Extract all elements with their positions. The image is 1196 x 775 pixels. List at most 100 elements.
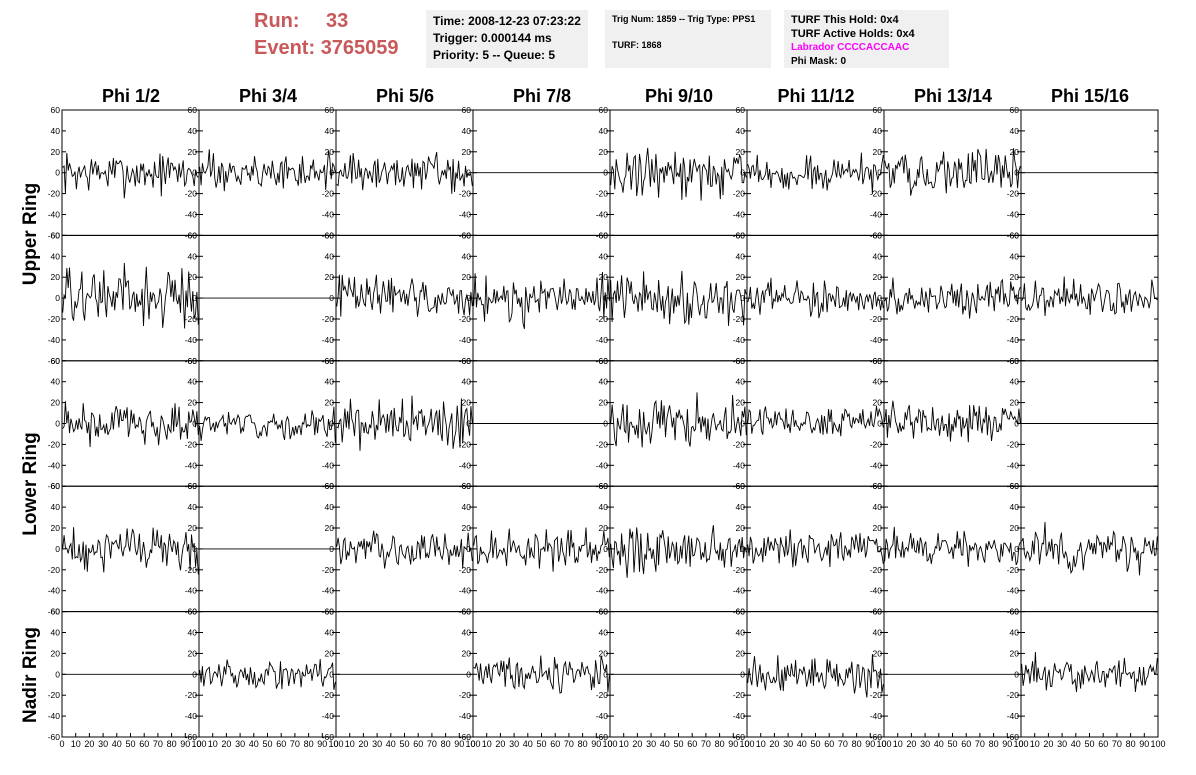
time-text: Time: 2008-12-23 07:23:22	[433, 14, 581, 28]
y-tick-label: 20	[736, 272, 746, 282]
y-tick-label: -40	[733, 460, 746, 470]
y-tick-label: -20	[596, 565, 609, 575]
y-tick-label: -20	[870, 439, 883, 449]
y-tick-label: 20	[188, 147, 198, 157]
y-tick-label: 20	[736, 523, 746, 533]
y-tick-label: -40	[870, 210, 883, 220]
y-tick-label: 0	[740, 168, 745, 178]
y-tick-label: 0	[192, 544, 197, 554]
waveform-trace	[884, 277, 1021, 319]
phi-mask-text: Phi Mask: 0	[791, 56, 847, 67]
y-tick-label: -60	[596, 732, 609, 742]
y-tick-label: 0	[466, 293, 471, 303]
y-tick-label: 40	[736, 377, 746, 387]
y-tick-label: 40	[873, 628, 883, 638]
y-tick-label: -20	[1007, 439, 1020, 449]
y-tick-label: -60	[459, 732, 472, 742]
y-tick-label: 0	[55, 293, 60, 303]
y-tick-label: -20	[48, 439, 61, 449]
y-tick-label: 60	[462, 230, 472, 240]
x-tick-label: 50	[262, 739, 272, 749]
y-tick-label: 20	[736, 648, 746, 658]
y-tick-label: 0	[740, 669, 745, 679]
y-tick-label: -20	[48, 565, 61, 575]
y-tick-label: -20	[322, 439, 335, 449]
y-tick-label: 20	[1010, 272, 1020, 282]
y-tick-label: 40	[51, 377, 61, 387]
y-tick-label: 20	[599, 398, 609, 408]
waveform-trace	[747, 152, 884, 195]
trig-num-box: Trig Num: 1859 -- Trig Type: PPS1 TURF: …	[605, 10, 771, 68]
x-tick-label: 30	[509, 739, 519, 749]
y-tick-label: -20	[185, 565, 198, 575]
y-tick-label: 0	[740, 293, 745, 303]
x-tick-label: 40	[1071, 739, 1081, 749]
waveform-trace	[473, 527, 610, 572]
y-tick-label: 40	[188, 502, 198, 512]
y-tick-label: 0	[603, 419, 608, 429]
x-tick-label: 40	[934, 739, 944, 749]
y-tick-label: 60	[51, 230, 61, 240]
y-tick-label: -20	[733, 189, 746, 199]
y-tick-label: 0	[877, 669, 882, 679]
x-tick-label: 70	[1112, 739, 1122, 749]
x-tick-label: 20	[906, 739, 916, 749]
x-tick-label: 40	[660, 739, 670, 749]
panel-frame	[746, 360, 885, 487]
y-tick-label: -20	[459, 189, 472, 199]
x-tick-label: 60	[276, 739, 286, 749]
y-tick-label: 60	[51, 105, 61, 115]
panel-frame	[746, 611, 885, 738]
y-tick-label: -40	[48, 210, 61, 220]
waveform-trace	[610, 270, 747, 326]
y-tick-label: 60	[736, 230, 746, 240]
y-tick-label: 0	[877, 419, 882, 429]
y-tick-label: -20	[733, 690, 746, 700]
y-tick-label: 40	[51, 126, 61, 136]
y-tick-label: -20	[1007, 189, 1020, 199]
x-tick-label: 50	[536, 739, 546, 749]
y-tick-label: 40	[873, 251, 883, 261]
y-tick-label: -20	[48, 314, 61, 324]
y-tick-label: 60	[1010, 230, 1020, 240]
y-tick-label: 0	[55, 419, 60, 429]
x-tick-label: 50	[399, 739, 409, 749]
y-tick-label: 0	[603, 293, 608, 303]
y-tick-label: -40	[596, 711, 609, 721]
x-tick-label: 70	[975, 739, 985, 749]
y-tick-label: 60	[325, 356, 335, 366]
x-tick-label: 80	[304, 739, 314, 749]
y-tick-label: 60	[1010, 356, 1020, 366]
y-tick-label: 40	[462, 126, 472, 136]
y-tick-label: -20	[733, 565, 746, 575]
y-tick-label: -20	[48, 189, 61, 199]
y-tick-label: -40	[596, 335, 609, 345]
y-tick-label: 60	[599, 230, 609, 240]
y-tick-label: 0	[603, 544, 608, 554]
y-tick-label: -40	[1007, 586, 1020, 596]
x-tick-label: 100	[876, 739, 891, 749]
y-tick-label: -20	[733, 439, 746, 449]
y-tick-label: 40	[325, 628, 335, 638]
y-tick-label: 20	[462, 523, 472, 533]
x-tick-label: 50	[125, 739, 135, 749]
panel-r0-c0: 60 40 20 0 -20 -40 -60	[48, 105, 200, 240]
x-tick-label: 0	[881, 739, 886, 749]
turf-hold-box: TURF This Hold: 0x4 TURF Active Holds: 0…	[784, 10, 949, 68]
x-tick-label: 100	[328, 739, 343, 749]
y-tick-label: -40	[870, 335, 883, 345]
y-tick-label: 60	[188, 230, 198, 240]
panel-r3-c0: 60 40 20 0 -20 -40 -60	[48, 481, 200, 617]
y-tick-label: 20	[599, 523, 609, 533]
y-tick-label: -20	[185, 314, 198, 324]
y-tick-label: 40	[188, 377, 198, 387]
